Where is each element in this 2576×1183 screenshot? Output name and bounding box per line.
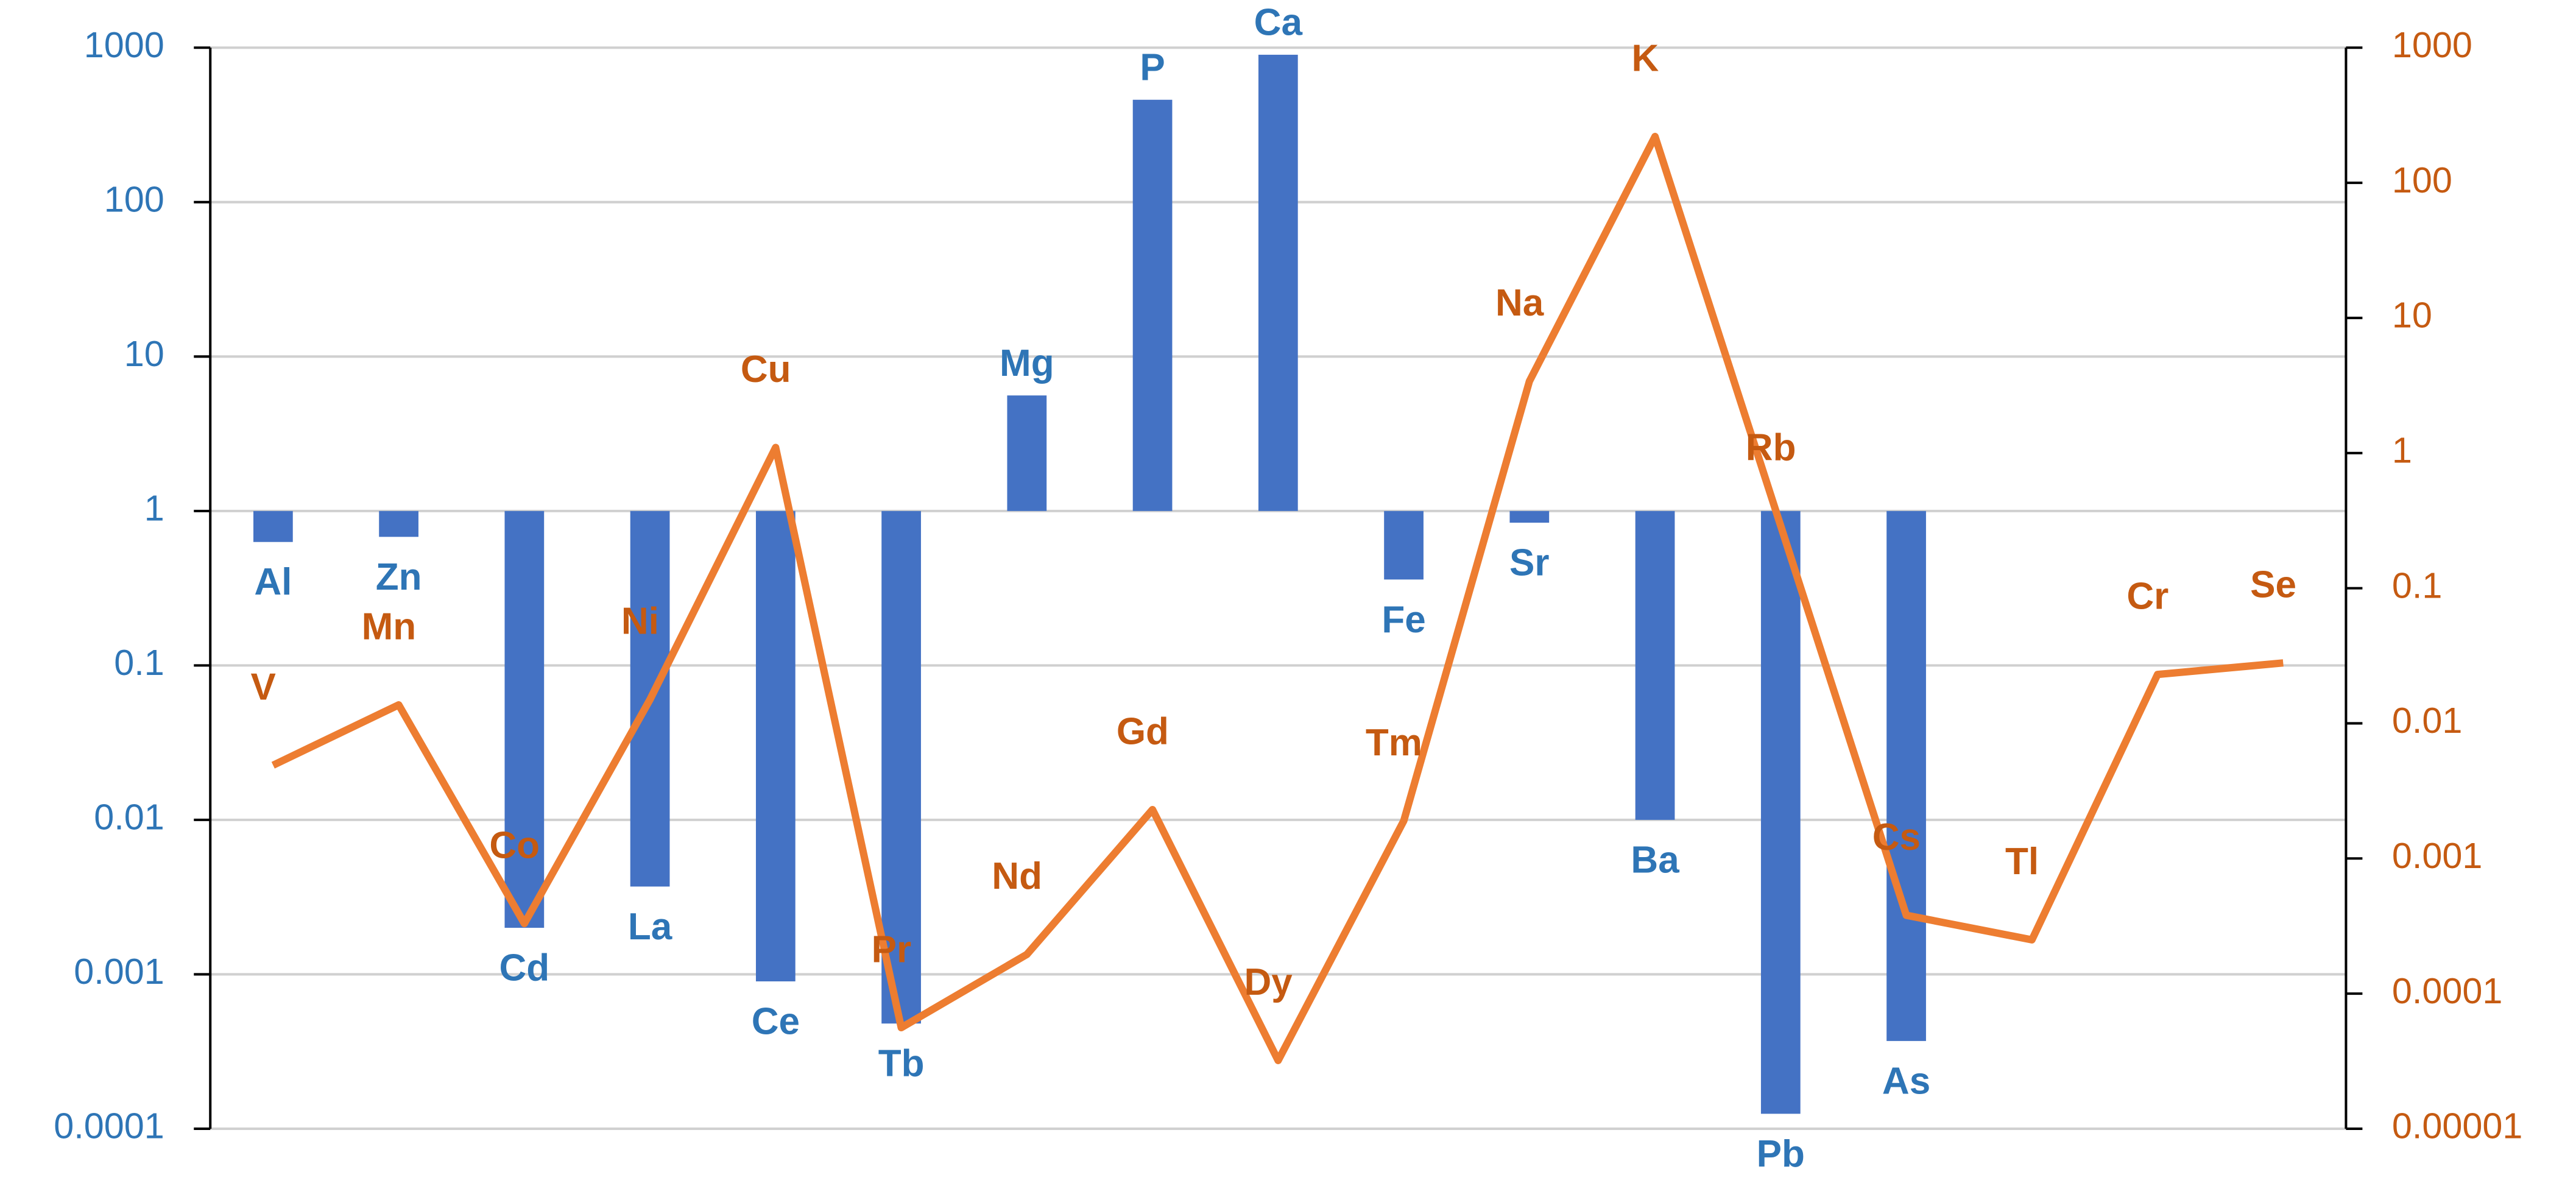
bar: [253, 510, 293, 542]
y-tick-label: 0.0001: [54, 1106, 164, 1146]
y2-tick-label: 0.01: [2392, 700, 2462, 741]
y2-tick-label: 1: [2392, 429, 2412, 470]
bar: [755, 510, 796, 982]
data-label: Na: [1495, 282, 1544, 324]
data-label: Tl: [2005, 841, 2039, 883]
bar: [1886, 510, 1926, 1041]
y2-tick-label: 0.00001: [2392, 1106, 2522, 1146]
data-label: Tb: [878, 1043, 925, 1085]
data-label: Nd: [992, 855, 1042, 897]
data-label: Ce: [752, 1001, 800, 1043]
y-tick-label: 1: [144, 488, 164, 529]
data-label: Cd: [499, 947, 550, 989]
data-label: La: [628, 906, 672, 948]
data-label: Cu: [741, 348, 791, 390]
data-label: P: [1140, 47, 1165, 89]
data-label: As: [1882, 1060, 1930, 1102]
bar: [1132, 99, 1173, 511]
data-label: Pr: [872, 928, 912, 970]
bar: [1760, 510, 1801, 1114]
y-tick-label: 0.01: [94, 797, 164, 838]
data-label: Mn: [362, 606, 417, 648]
data-label: Tm: [1366, 722, 1422, 764]
bar: [379, 510, 418, 537]
line: [271, 133, 2284, 1064]
data-label: Gd: [1117, 710, 1169, 752]
y-tick-label: 1000: [84, 24, 164, 65]
bar: [1509, 510, 1550, 523]
y-tick-label: 0.001: [74, 951, 164, 992]
y-tick-label: 0.1: [114, 642, 164, 683]
data-label: Ca: [1254, 2, 1303, 44]
data-label: Ba: [1631, 839, 1679, 881]
data-label: Sr: [1509, 542, 1550, 584]
data-label: Mg: [1000, 342, 1054, 384]
y-tick-label: 10: [124, 333, 164, 374]
data-label: Zn: [376, 556, 422, 598]
bar: [504, 510, 545, 928]
bar: [881, 510, 921, 1024]
data-label: Co: [489, 824, 540, 866]
data-label: Dy: [1244, 961, 1293, 1003]
y2-tick-label: 1000: [2392, 24, 2472, 65]
y2-tick-label: 10: [2392, 295, 2432, 336]
data-label: Se: [2250, 564, 2296, 606]
y-tick-label: 100: [104, 178, 164, 219]
data-label: Al: [254, 561, 292, 603]
data-label: Cr: [2126, 576, 2168, 618]
data-label: V: [250, 666, 275, 708]
data-label: Pb: [1757, 1133, 1805, 1175]
data-label: Cs: [1872, 816, 1921, 858]
bar: [1258, 54, 1298, 511]
data-label: Rb: [1746, 426, 1796, 468]
data-label: K: [1631, 37, 1659, 79]
bar: [1635, 510, 1675, 820]
bar: [1007, 395, 1047, 511]
y2-tick-label: 100: [2392, 160, 2452, 200]
data-label: Fe: [1382, 599, 1425, 641]
y2-tick-label: 0.1: [2392, 565, 2442, 606]
bar: [1384, 510, 1424, 580]
y2-tick-label: 0.0001: [2392, 970, 2502, 1011]
data-label: Ni: [621, 601, 659, 643]
y2-tick-label: 0.001: [2392, 835, 2482, 876]
